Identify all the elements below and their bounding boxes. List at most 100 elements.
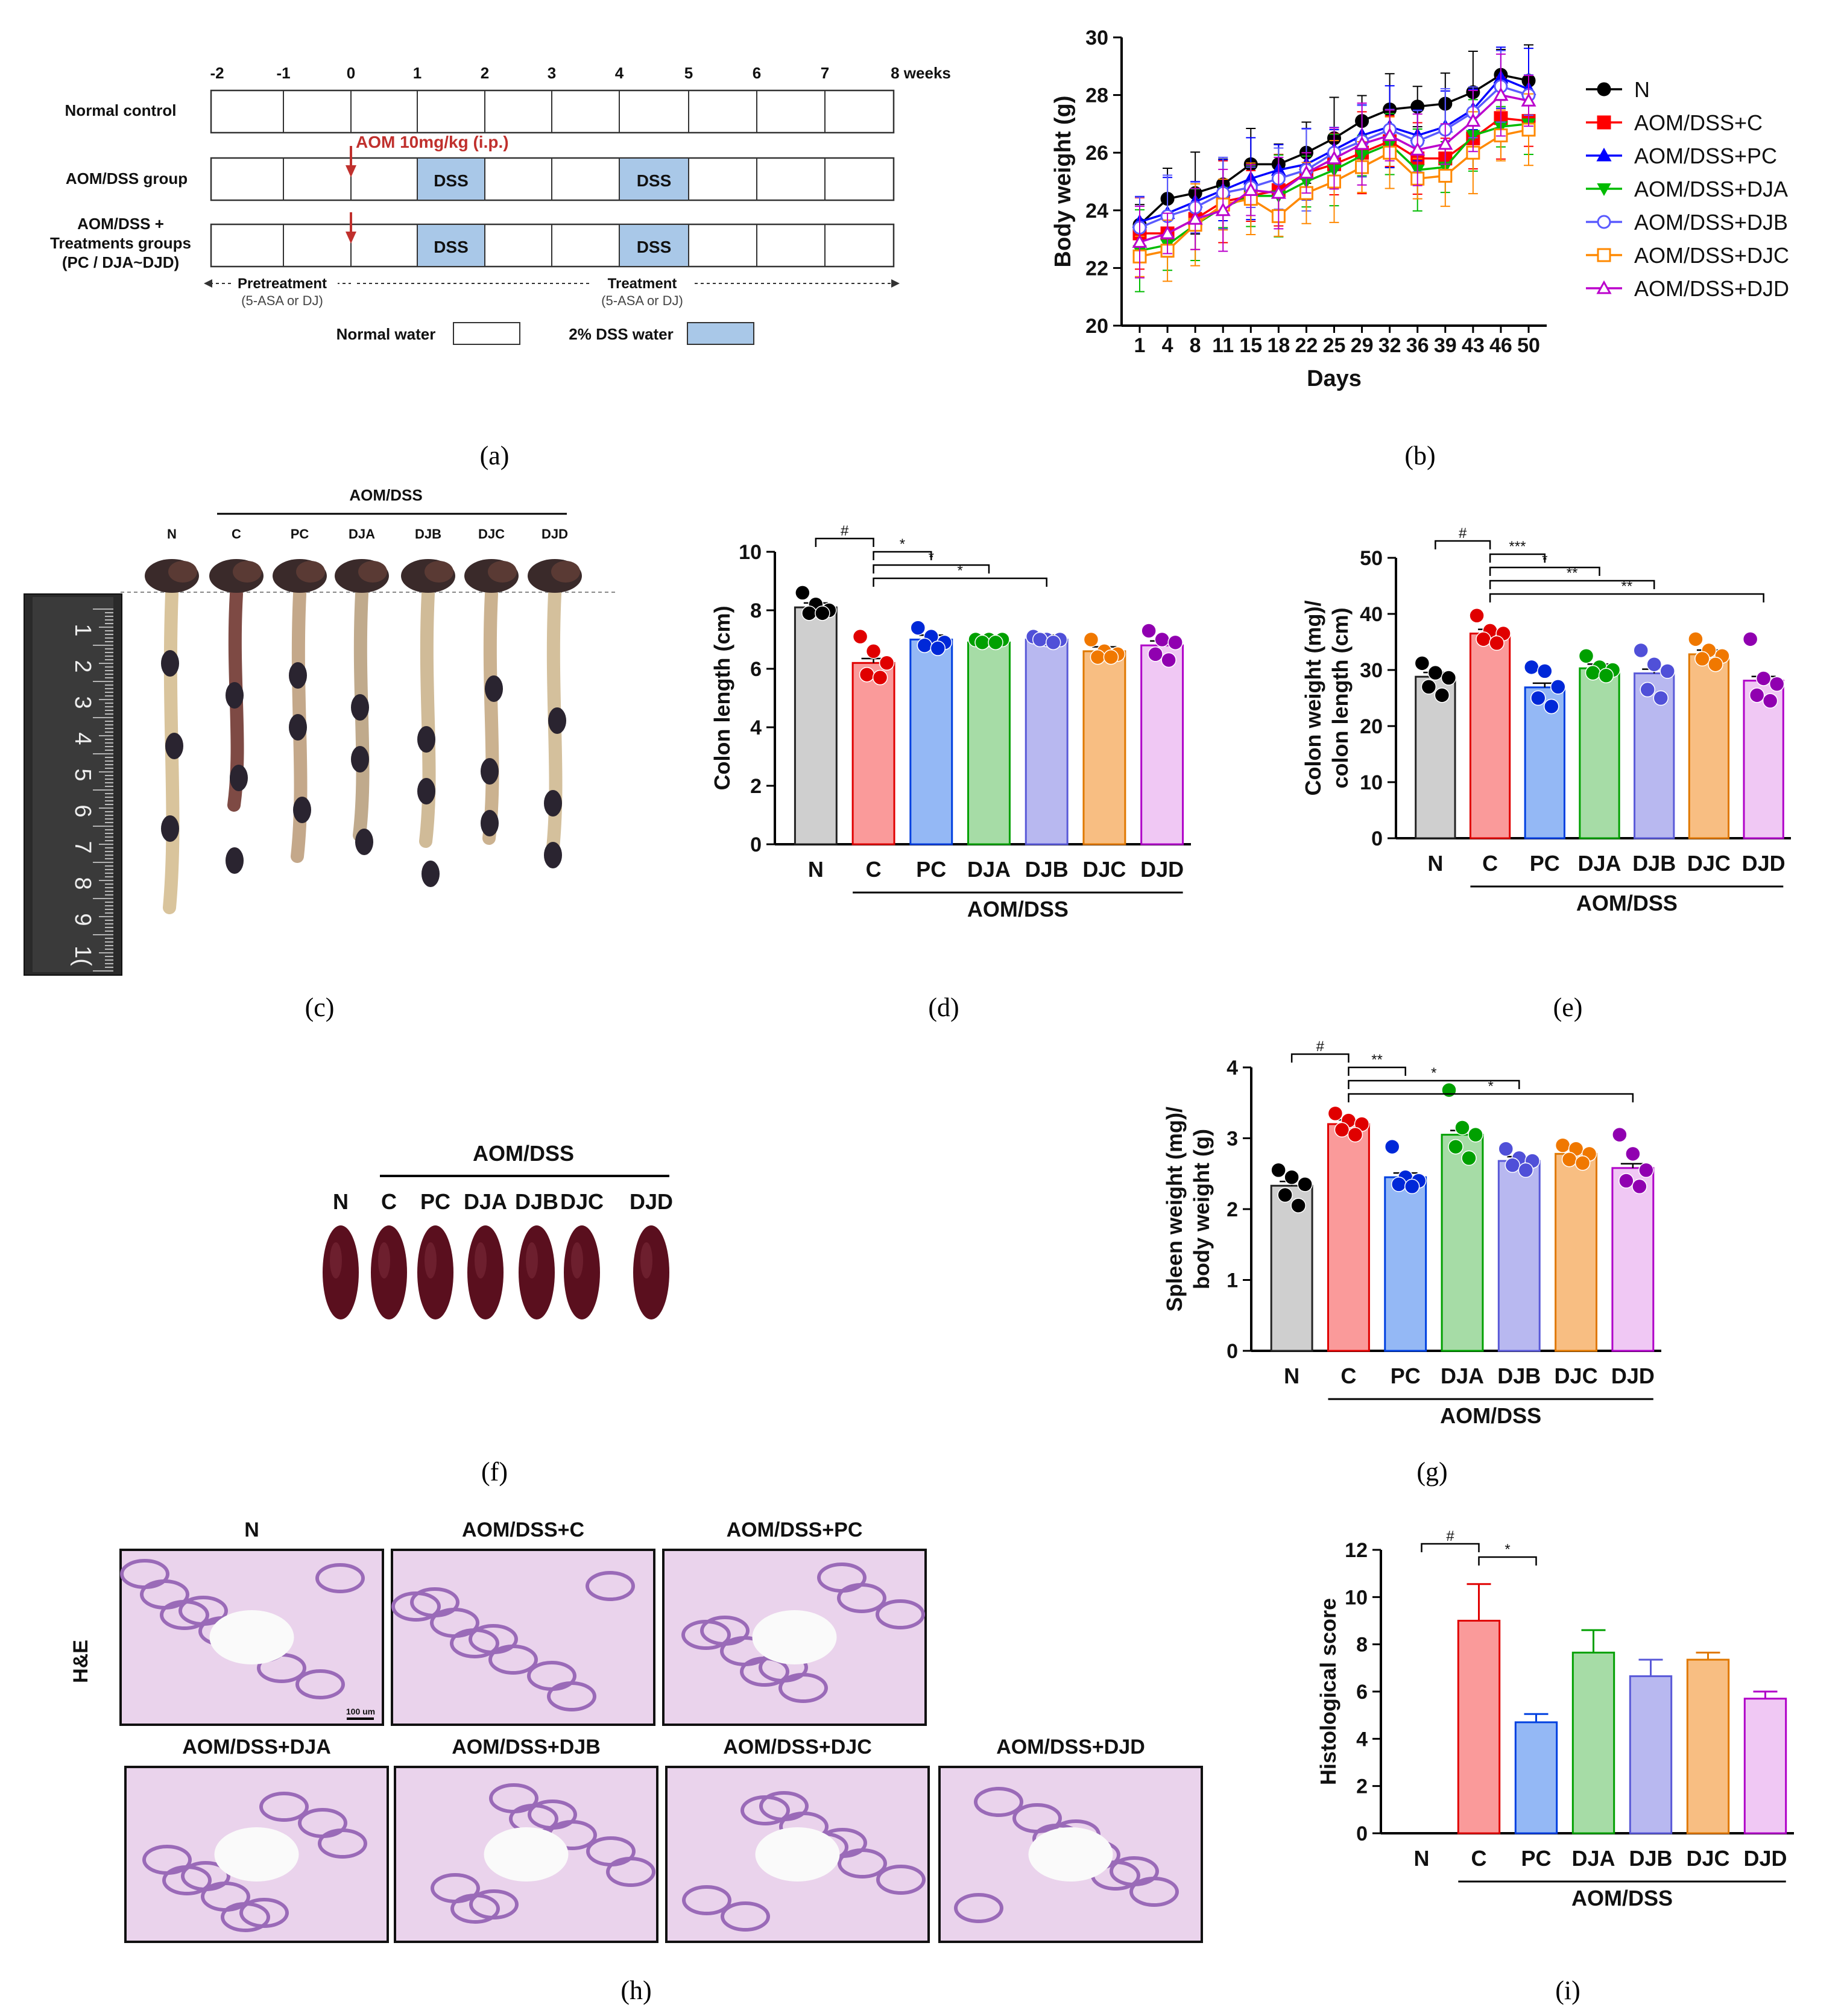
data-point <box>865 643 882 659</box>
data-point <box>1498 1141 1514 1157</box>
crypt <box>681 1620 731 1650</box>
sig-label: *** <box>1509 539 1526 555</box>
data-point <box>1708 656 1723 672</box>
data-point <box>1633 642 1649 659</box>
data-point <box>815 605 830 621</box>
y-tick-label: 10 <box>1345 1586 1368 1609</box>
bar-DJA <box>1441 1134 1484 1352</box>
tumor <box>417 778 435 804</box>
colon-weight-ratio-chart: 0 10 20 30 40 50 N C PC DJA DJB DJC DJD AOM/DSS Colon … <box>1301 525 1791 915</box>
data-point <box>988 634 1003 651</box>
colon-label-N: N <box>167 526 177 542</box>
group-label: AOM/DSS <box>967 897 1069 921</box>
sig-bracket <box>873 564 990 574</box>
data-point <box>1561 1152 1577 1168</box>
data-point <box>1596 280 1612 294</box>
legend-label: AOM/DSS+DJC <box>1634 243 1789 268</box>
spleen-label-N: N <box>333 1189 349 1214</box>
pretreatment-label: Pretreatment <box>238 276 327 292</box>
bar-DJA <box>967 641 1011 845</box>
y-tick-label: 1 <box>1227 1269 1238 1292</box>
sig-bracket <box>1489 580 1655 589</box>
data-point <box>1749 687 1765 703</box>
sig-bracket <box>1478 1556 1537 1566</box>
sig-bracket <box>1348 1079 1520 1089</box>
week-tick: -2 <box>210 64 224 82</box>
y-tick-label: 4 <box>1227 1057 1238 1079</box>
week-tick: 5 <box>684 64 693 82</box>
data-point <box>859 666 875 683</box>
dss-period <box>619 157 689 201</box>
bar-PC <box>1514 1721 1558 1834</box>
data-point <box>1448 1139 1464 1155</box>
data-point <box>1384 1139 1400 1155</box>
crypt <box>1129 1877 1179 1907</box>
x-tick-label: 11 <box>1212 334 1234 357</box>
week-tick: 4 <box>615 64 624 82</box>
ruler-digit: 6 <box>70 804 95 817</box>
data-point <box>795 585 810 601</box>
crypt <box>876 1599 925 1629</box>
data-point <box>1154 631 1170 648</box>
bar-C <box>1327 1123 1370 1352</box>
tumor <box>351 746 369 773</box>
y-tick-label: 4 <box>750 716 762 739</box>
sig-bracket <box>1489 553 1546 563</box>
y-axis-label-2: body weight (g) <box>1189 1129 1214 1289</box>
data-point <box>1574 1155 1591 1171</box>
data-point <box>1461 1150 1477 1166</box>
data-point <box>1555 1137 1571 1153</box>
colon-length-chart: 0 2 4 6 8 10 N C PC DJA DJB DJC DJD AOM/DSS Colon leng… <box>710 523 1191 921</box>
data-point <box>872 669 888 686</box>
lumen <box>209 1610 294 1664</box>
bar-PC <box>1524 686 1565 839</box>
ruler-digit: 1 <box>70 624 95 636</box>
data-point <box>1468 1126 1483 1143</box>
y-tick-label: 0 <box>750 833 762 856</box>
category-label-DJC: DJC <box>1686 1846 1729 1871</box>
data-point <box>1382 127 1398 142</box>
data-point <box>930 640 946 656</box>
ruler-digit: 1( <box>70 946 95 966</box>
data-point <box>1290 1198 1306 1213</box>
spleen-DJC <box>564 1225 600 1319</box>
y-tick-label: 20 <box>1085 315 1108 338</box>
bar-DJD <box>1140 644 1184 845</box>
x-tick-label: 46 <box>1489 334 1512 357</box>
category-label-N: N <box>1284 1363 1299 1388</box>
data-point <box>1160 225 1175 239</box>
y-tick-label: 0 <box>1227 1340 1238 1363</box>
cecum-highlight <box>425 561 453 583</box>
y-tick-label: 6 <box>1356 1681 1368 1704</box>
bar-C <box>851 662 895 845</box>
data-point <box>1598 668 1614 684</box>
data-point <box>1410 142 1426 156</box>
sig-bracket <box>1489 593 1764 602</box>
crypt <box>160 1600 209 1630</box>
pretreatment-arrowhead <box>204 279 212 288</box>
histology-title: AOM/DSS+DJC <box>723 1736 872 1758</box>
data-point <box>1284 1169 1299 1185</box>
sig-bracket <box>1348 1093 1634 1102</box>
data-point <box>852 628 868 645</box>
crypt <box>721 1901 770 1932</box>
data-point <box>1271 1162 1286 1178</box>
histology-panel-AOM/DSS+DJC <box>665 1766 930 1943</box>
crypt <box>221 1902 270 1932</box>
category-label-DJB: DJB <box>1632 851 1676 876</box>
sig-label: * <box>957 563 962 579</box>
y-tick-label: 30 <box>1085 27 1108 49</box>
data-point <box>1297 1177 1313 1192</box>
category-label-C: C <box>866 857 882 882</box>
colon-label-PC: PC <box>291 526 309 542</box>
sig-label: * <box>1488 1078 1493 1095</box>
tumor <box>351 694 369 721</box>
sig-bracket <box>1435 540 1491 549</box>
legend-normal-water: Normal water <box>336 325 436 343</box>
tumor <box>226 682 244 709</box>
data-point <box>917 637 933 653</box>
data-point <box>1755 671 1772 686</box>
data-point <box>910 620 926 636</box>
spleen-N <box>323 1225 359 1319</box>
